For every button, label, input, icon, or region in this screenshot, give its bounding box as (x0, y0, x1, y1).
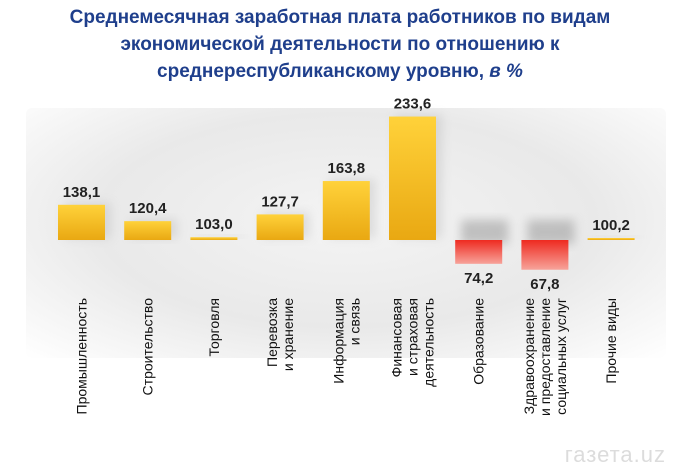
category-label-line: Финансовая (389, 298, 405, 377)
bar (322, 181, 370, 240)
bar (521, 240, 569, 270)
value-label: 233,6 (394, 96, 432, 113)
category-label-line: Информация (330, 298, 346, 384)
value-label: 103,0 (195, 216, 233, 233)
value-label: 163,8 (328, 160, 366, 177)
category-label-line: Здравоохранение (521, 298, 537, 415)
value-label: 127,7 (261, 193, 299, 210)
category-label: Строительство (140, 298, 156, 396)
value-label: 67,8 (530, 276, 559, 293)
category-label: Прочие виды (603, 298, 619, 384)
title-line-2: экономической деятельности по отношению … (120, 34, 560, 55)
category-label-line: Промышленность (74, 298, 90, 414)
category-label-line: и предоставление (537, 298, 553, 416)
category-label-line: и страховая (405, 298, 421, 376)
category-labels-group: Промышленность Строительство Торговля Перев… (74, 298, 620, 416)
category-label-line: Прочие виды (603, 298, 619, 384)
category-label: Промышленность (74, 298, 90, 414)
bar (455, 240, 503, 264)
category-label: Финансоваяи страховаядеятельность (389, 298, 437, 387)
category-label: Образование (471, 298, 487, 385)
bar-shadow (196, 235, 244, 238)
bar (190, 237, 238, 240)
bar (124, 221, 172, 240)
bars-group (58, 116, 635, 270)
value-labels-group: 138,1 120,4 103,0 127,7 163,8 233,6 74,2 67,8 10… (63, 96, 630, 293)
bar (587, 238, 635, 240)
category-label-line: деятельность (421, 298, 437, 387)
category-label-line: Строительство (140, 298, 156, 396)
bar (389, 116, 436, 240)
title-line-1: Среднемесячная заработная плата работник… (69, 7, 611, 28)
title-line-3: среднереспубликанскому уровню, в % (0, 58, 680, 85)
category-label-line: Перевозка (264, 298, 280, 367)
bar (256, 214, 304, 240)
category-label: Торговля (206, 298, 222, 356)
category-label: Перевозкаи хранение (264, 298, 296, 371)
value-label: 120,4 (129, 200, 167, 217)
bar (58, 204, 105, 240)
title-unit: в % (489, 61, 523, 82)
category-label: Информацияи связь (330, 298, 362, 384)
title-line-3-text: среднереспубликанскому уровню, (157, 61, 485, 82)
category-label-line: социальных услуг (553, 298, 569, 415)
value-label: 74,2 (464, 270, 493, 287)
bar-shadow (593, 236, 641, 238)
category-label-line: Образование (471, 298, 487, 385)
chart-title: Среднемесячная заработная плата работник… (0, 4, 680, 85)
watermark: газета.uz (564, 442, 666, 467)
category-label-line: и хранение (280, 298, 296, 371)
value-label: 138,1 (63, 184, 101, 201)
value-label: 100,2 (592, 217, 630, 234)
category-label-line: и связь (346, 298, 362, 345)
category-label: Здравоохранениеи предоставлениесоциальны… (521, 298, 569, 416)
category-label-line: Торговля (206, 298, 222, 356)
